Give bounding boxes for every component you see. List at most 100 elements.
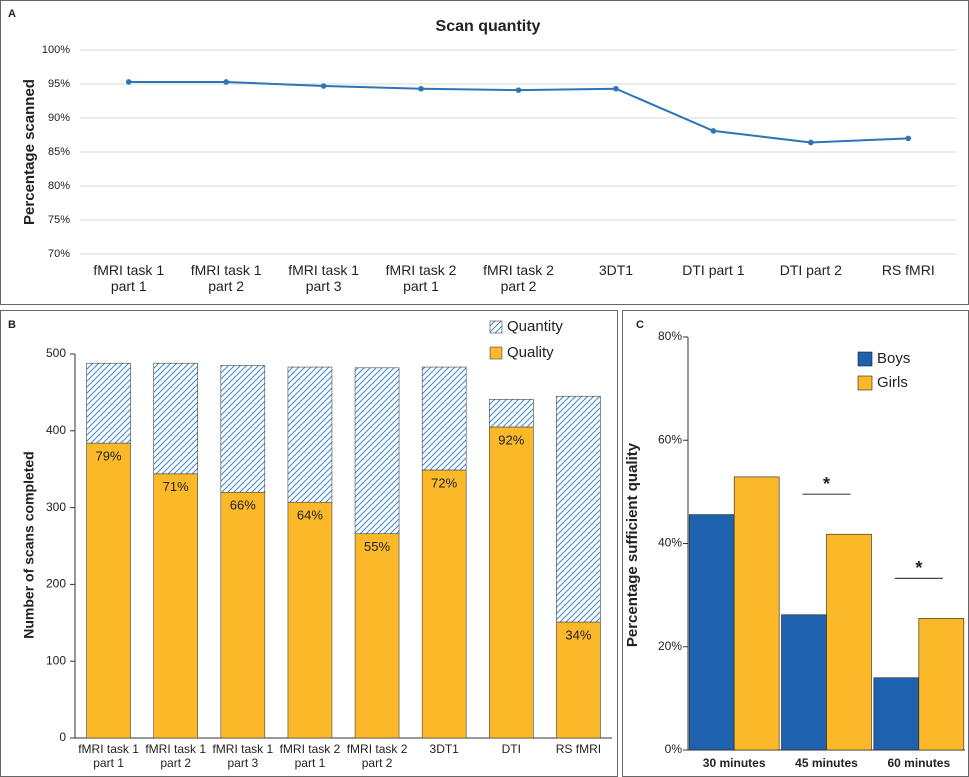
y-tick-label: 95% — [48, 78, 70, 90]
y-tick-label: 70% — [48, 248, 70, 260]
x-tick-label: fMRI task 2 part 1 — [385, 262, 457, 295]
x-tick-label: fMRI task 2 part 2 — [346, 743, 408, 770]
y-tick-label: 85% — [48, 146, 70, 158]
bar-label: 64% — [297, 508, 323, 523]
x-tick-label: 45 minutes — [795, 757, 858, 770]
bar-segment — [287, 501, 333, 739]
bar-segment — [153, 362, 198, 475]
x-tick-label-box: fMRI task 2 part 1 — [385, 262, 457, 295]
x-tick-label-box: fMRI task 2 part 2 — [346, 743, 408, 770]
legend-swatch — [489, 320, 503, 334]
legend-label: Boys — [877, 350, 910, 367]
data-point — [223, 79, 229, 85]
panel-label: A — [8, 8, 16, 20]
x-tick-label: fMRI task 1 part 1 — [78, 743, 139, 770]
data-point — [418, 85, 424, 92]
x-tick-label: fMRI task 1 part 2 — [190, 262, 262, 295]
bar-segment — [220, 491, 266, 739]
y-tick-label: 0% — [665, 742, 683, 756]
x-tick-label-box: fMRI task 1 part 3 — [288, 262, 359, 294]
x-tick-label: DTI — [501, 743, 521, 756]
y-tick-label: 60% — [658, 432, 682, 446]
bar — [688, 514, 735, 751]
significance-star: * — [915, 558, 922, 578]
y-tick-label: 100 — [46, 653, 66, 667]
x-tick-label: fMRI task 2 part 2 — [483, 262, 554, 295]
bar-segment — [556, 621, 601, 739]
y-tick-label: 40% — [658, 536, 682, 550]
x-tick-label-box: DTI part 1 — [682, 262, 745, 278]
y-axis-label: Percentage sufficient quality — [624, 442, 641, 647]
y-tick-label: 20% — [658, 639, 682, 653]
bar-segment — [489, 399, 534, 428]
y-tick-label: 90% — [48, 112, 70, 124]
x-tick-label: 3DT1 — [429, 743, 459, 756]
bar-segment — [287, 366, 333, 503]
x-tick-label-box: fMRI task 2 part 1 — [279, 743, 341, 770]
bar — [918, 618, 965, 751]
bar-segment — [421, 366, 467, 471]
legend-label: Girls — [877, 374, 908, 391]
bar — [781, 614, 827, 751]
bar-label: 72% — [431, 475, 457, 490]
x-tick-label-box: RS fMRI — [881, 262, 935, 278]
bar-segment — [354, 367, 400, 535]
panel-label: C — [636, 319, 644, 331]
bar-segment — [153, 473, 198, 739]
x-tick-label-box: DTI — [501, 743, 521, 756]
bar-label: 92% — [498, 432, 524, 447]
bar-label: 66% — [230, 498, 256, 513]
y-tick-label: 300 — [46, 500, 66, 514]
bar-segment — [220, 365, 266, 493]
legend-swatch — [857, 375, 873, 391]
data-point — [808, 139, 814, 146]
bar — [826, 533, 872, 751]
data-point — [613, 85, 619, 92]
bar-label: 79% — [96, 449, 122, 464]
x-tick-label: DTI part 1 — [682, 262, 745, 278]
x-tick-label: 60 minutes — [887, 757, 951, 770]
data-point — [710, 128, 717, 134]
x-tick-label-box: 3DT1 — [429, 743, 459, 756]
y-axis-label: Number of scans completed — [21, 451, 37, 639]
bar-label: 71% — [163, 479, 189, 494]
x-tick-label: fMRI task 1 part 2 — [145, 743, 207, 770]
bar-segment — [86, 442, 131, 739]
y-tick-label: 0 — [59, 730, 66, 744]
y-tick-label: 500 — [46, 346, 66, 360]
bar-label: 34% — [565, 627, 591, 642]
y-axis-label: Percentage scanned — [21, 79, 38, 225]
x-tick-label-box: fMRI task 2 part 2 — [483, 262, 554, 295]
data-point — [320, 83, 327, 89]
data-point — [515, 87, 522, 93]
x-tick-label-box: fMRI task 1 part 3 — [212, 743, 274, 770]
legend-swatch — [489, 346, 503, 360]
y-tick-label: 80% — [48, 180, 70, 192]
x-tick-label: DTI part 2 — [779, 262, 842, 278]
y-tick-label: 200 — [46, 577, 66, 591]
legend-label: Quality — [507, 344, 554, 361]
x-tick-label: fMRI task 1 part 3 — [212, 743, 274, 770]
significance-star: * — [823, 474, 830, 494]
bar — [873, 677, 920, 751]
bar-label: 55% — [364, 539, 390, 554]
x-tick-label: fMRI task 2 part 1 — [279, 743, 341, 770]
data-point — [905, 135, 912, 142]
bar-segment — [556, 395, 601, 623]
y-tick-label: 100% — [42, 44, 70, 56]
y-tick-label: 400 — [46, 423, 66, 437]
bar-segment — [354, 533, 400, 739]
x-tick-label-box: DTI part 2 — [779, 262, 842, 278]
x-tick-label-box: 45 minutes — [795, 757, 858, 770]
x-tick-label-box: 30 minutes — [703, 757, 766, 770]
legend-swatch — [857, 351, 873, 367]
x-tick-label-box: fMRI task 1 part 1 — [93, 262, 164, 294]
x-tick-label-box: fMRI task 1 part 2 — [190, 262, 262, 295]
x-tick-label: RS fMRI — [881, 262, 935, 278]
x-tick-label-box: fMRI task 1 part 2 — [145, 743, 207, 770]
bar — [733, 476, 780, 751]
x-tick-label: 3DT1 — [598, 262, 634, 278]
x-tick-label-box: fMRI task 1 part 1 — [78, 743, 139, 770]
